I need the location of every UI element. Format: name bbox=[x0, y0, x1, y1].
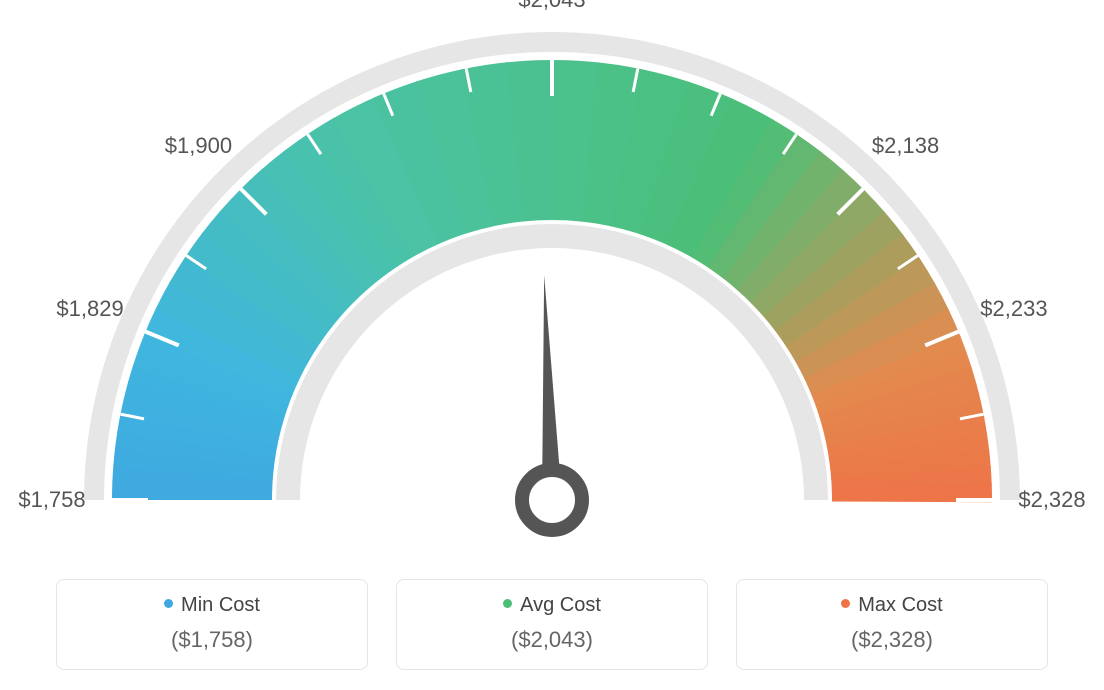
min-cost-title: Min Cost bbox=[57, 594, 367, 617]
max-cost-card: Max Cost ($2,328) bbox=[736, 579, 1048, 670]
avg-cost-card: Avg Cost ($2,043) bbox=[396, 579, 708, 670]
gauge-tick-label: $2,233 bbox=[980, 296, 1047, 322]
min-title-text: Min Cost bbox=[181, 594, 260, 616]
gauge-tick-label: $2,043 bbox=[518, 0, 585, 13]
max-cost-value: ($2,328) bbox=[737, 627, 1047, 653]
avg-cost-value: ($2,043) bbox=[397, 627, 707, 653]
max-dot-icon bbox=[841, 599, 850, 608]
gauge-area: $1,758 $1,829 $1,900 $2,043 $2,138 $2,233 $2,3… bbox=[0, 0, 1104, 540]
max-cost-title: Max Cost bbox=[737, 594, 1047, 617]
gauge-tick-label: $2,328 bbox=[1018, 487, 1085, 513]
avg-dot-icon bbox=[503, 599, 512, 608]
legend-row: Min Cost ($1,758) Avg Cost ($2,043) Max … bbox=[0, 579, 1104, 670]
avg-cost-title: Avg Cost bbox=[397, 594, 707, 617]
gauge-tick-label: $1,900 bbox=[165, 133, 232, 159]
max-title-text: Max Cost bbox=[858, 594, 942, 616]
min-cost-card: Min Cost ($1,758) bbox=[56, 579, 368, 670]
gauge-tick-label: $2,138 bbox=[872, 133, 939, 159]
gauge-tick-label: $1,829 bbox=[56, 296, 123, 322]
avg-title-text: Avg Cost bbox=[520, 594, 601, 616]
cost-gauge-chart: $1,758 $1,829 $1,900 $2,043 $2,138 $2,233 $2,3… bbox=[0, 0, 1104, 690]
min-cost-value: ($1,758) bbox=[57, 627, 367, 653]
min-dot-icon bbox=[164, 599, 173, 608]
gauge-tick-label: $1,758 bbox=[18, 487, 85, 513]
gauge-svg bbox=[0, 0, 1104, 540]
